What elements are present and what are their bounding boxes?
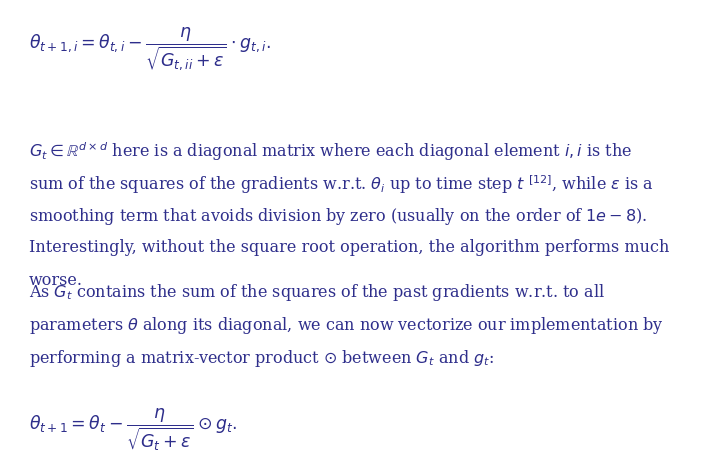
Text: As $G_t$ contains the sum of the squares of the past gradients w.r.t. to all: As $G_t$ contains the sum of the squares… — [29, 282, 605, 303]
Text: smoothing term that avoids division by zero (usually on the order of $1e - 8$).: smoothing term that avoids division by z… — [29, 206, 647, 227]
Text: performing a matrix-vector product $\odot$ between $G_t$ and $g_t$:: performing a matrix-vector product $\odo… — [29, 348, 494, 369]
Text: $G_t \in \mathbb{R}^{d\times d}$ here is a diagonal matrix where each diagonal e: $G_t \in \mathbb{R}^{d\times d}$ here is… — [29, 140, 632, 162]
Text: Interestingly, without the square root operation, the algorithm performs much: Interestingly, without the square root o… — [29, 239, 669, 256]
Text: parameters $\theta$ along its diagonal, we can now vectorize our implementation : parameters $\theta$ along its diagonal, … — [29, 315, 664, 336]
Text: $\theta_{t+1} = \theta_t - \dfrac{\eta}{\sqrt{G_t + \epsilon}} \odot g_t.$: $\theta_{t+1} = \theta_t - \dfrac{\eta}{… — [29, 406, 237, 453]
Text: sum of the squares of the gradients w.r.t. $\theta_i$ up to time step $t$ $^{[12: sum of the squares of the gradients w.r.… — [29, 173, 654, 196]
Text: $\theta_{t+1,i} = \theta_{t,i} - \dfrac{\eta}{\sqrt{G_{t,ii} + \epsilon}} \cdot : $\theta_{t+1,i} = \theta_{t,i} - \dfrac{… — [29, 25, 270, 73]
Text: worse.: worse. — [29, 272, 83, 289]
